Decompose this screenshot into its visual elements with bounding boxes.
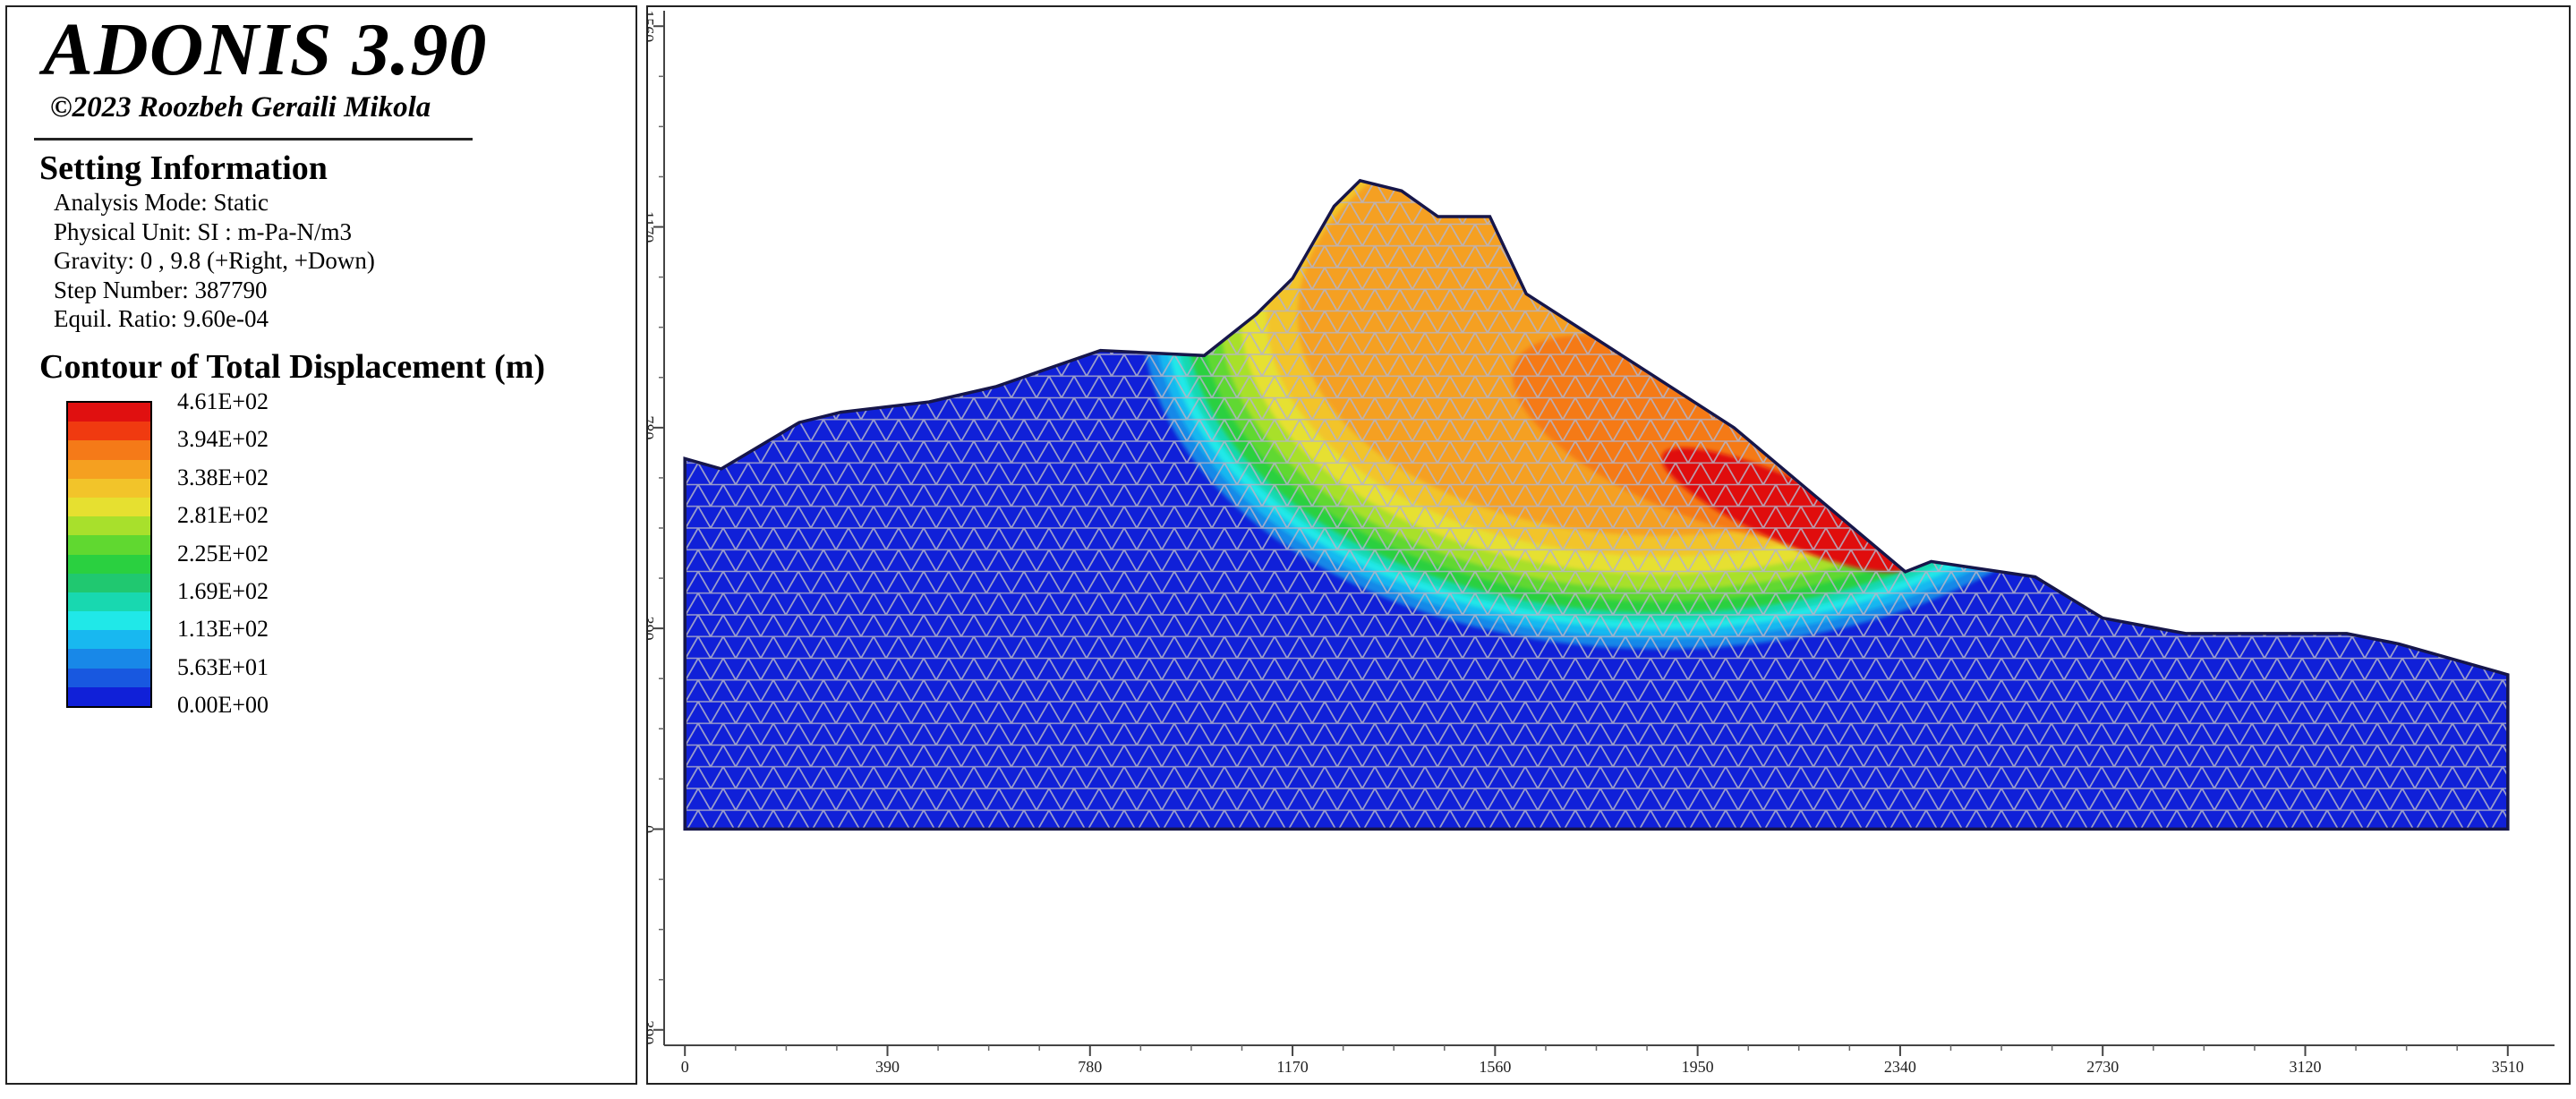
legend-label: 2.25E+02	[177, 540, 269, 567]
legend-label: 3.94E+02	[177, 426, 269, 453]
x-tick-label: 1560	[1479, 1058, 1511, 1076]
legend-label: 4.61E+02	[177, 388, 269, 414]
legend-swatch	[68, 535, 150, 555]
displacement-contour-plot[interactable]: 0 390 780 1170 1560 1950 2340 2730 3120 3510 -390 0…	[648, 7, 2569, 1083]
y-tick-label: 390	[648, 617, 657, 641]
step-number: Step Number: 387790	[54, 276, 268, 303]
info-panel: ADONIS 3.90 ©2023 Roozbeh Geraili Mikola…	[5, 5, 637, 1085]
settings-heading: Setting Information	[39, 149, 328, 187]
legend-swatch	[68, 649, 150, 669]
legend-color-bar	[66, 401, 152, 708]
legend-label: 2.81E+02	[177, 502, 269, 529]
y-tick-label: -390	[648, 1015, 657, 1044]
x-tick-label: 3120	[2289, 1058, 2321, 1076]
physical-unit: Physical Unit: SI : m-Pa-N/m3	[54, 217, 352, 245]
legend-swatch	[68, 497, 150, 517]
title-divider	[34, 138, 473, 141]
legend-label: 5.63E+01	[177, 653, 269, 680]
axes: 0 390 780 1170 1560 1950 2340 2730 3120 3510 -390 0…	[648, 10, 2555, 1076]
x-tick-label: 0	[681, 1058, 689, 1076]
x-tick-label: 1170	[1276, 1058, 1308, 1076]
legend-swatch	[68, 611, 150, 631]
x-tick-label: 2730	[2086, 1058, 2119, 1076]
y-tick-label: 1170	[648, 211, 657, 243]
legend-swatch	[68, 478, 150, 498]
legend-swatch	[68, 516, 150, 536]
gravity: Gravity: 0 , 9.8 (+Right, +Down)	[54, 247, 375, 274]
legend-swatch	[68, 573, 150, 592]
legend-swatch	[68, 403, 150, 422]
finite-element-mesh	[685, 180, 2508, 830]
legend-label: 0.00E+00	[177, 692, 269, 719]
legend-swatch	[68, 422, 150, 441]
contour-heading: Contour of Total Displacement (m)	[39, 348, 546, 386]
x-tick-label: 390	[875, 1058, 900, 1076]
legend-swatch	[68, 554, 150, 574]
legend-swatch	[68, 459, 150, 479]
copyright-text: ©2023 Roozbeh Geraili Mikola	[50, 91, 431, 124]
legend-label: 1.69E+02	[177, 578, 269, 604]
legend-swatch	[68, 630, 150, 650]
x-tick-label: 3510	[2492, 1058, 2524, 1076]
legend-label: 1.13E+02	[177, 616, 269, 643]
x-tick-label: 780	[1078, 1058, 1102, 1076]
x-tick-label: 1950	[1682, 1058, 1714, 1076]
settings-list: Analysis Mode: Static Physical Unit: SI …	[54, 188, 375, 334]
legend-swatch	[68, 440, 150, 460]
plot-panel[interactable]: 0 390 780 1170 1560 1950 2340 2730 3120 3510 -390 0…	[646, 5, 2571, 1085]
equilibrium-ratio: Equil. Ratio: 9.60e-04	[54, 305, 269, 332]
y-tick-label: 780	[648, 415, 657, 439]
y-tick-label: 1560	[648, 10, 657, 42]
slope-boundary	[683, 178, 2510, 831]
legend-label: 3.38E+02	[177, 464, 269, 490]
legend-swatch	[68, 686, 150, 706]
legend-swatch	[68, 668, 150, 687]
x-tick-label: 2340	[1884, 1058, 1916, 1076]
mesh-fill	[685, 180, 2508, 830]
legend-swatch	[68, 592, 150, 612]
y-tick-label: 0	[648, 825, 657, 833]
app-title: ADONIS 3.90	[43, 8, 488, 91]
analysis-mode: Analysis Mode: Static	[54, 189, 269, 216]
